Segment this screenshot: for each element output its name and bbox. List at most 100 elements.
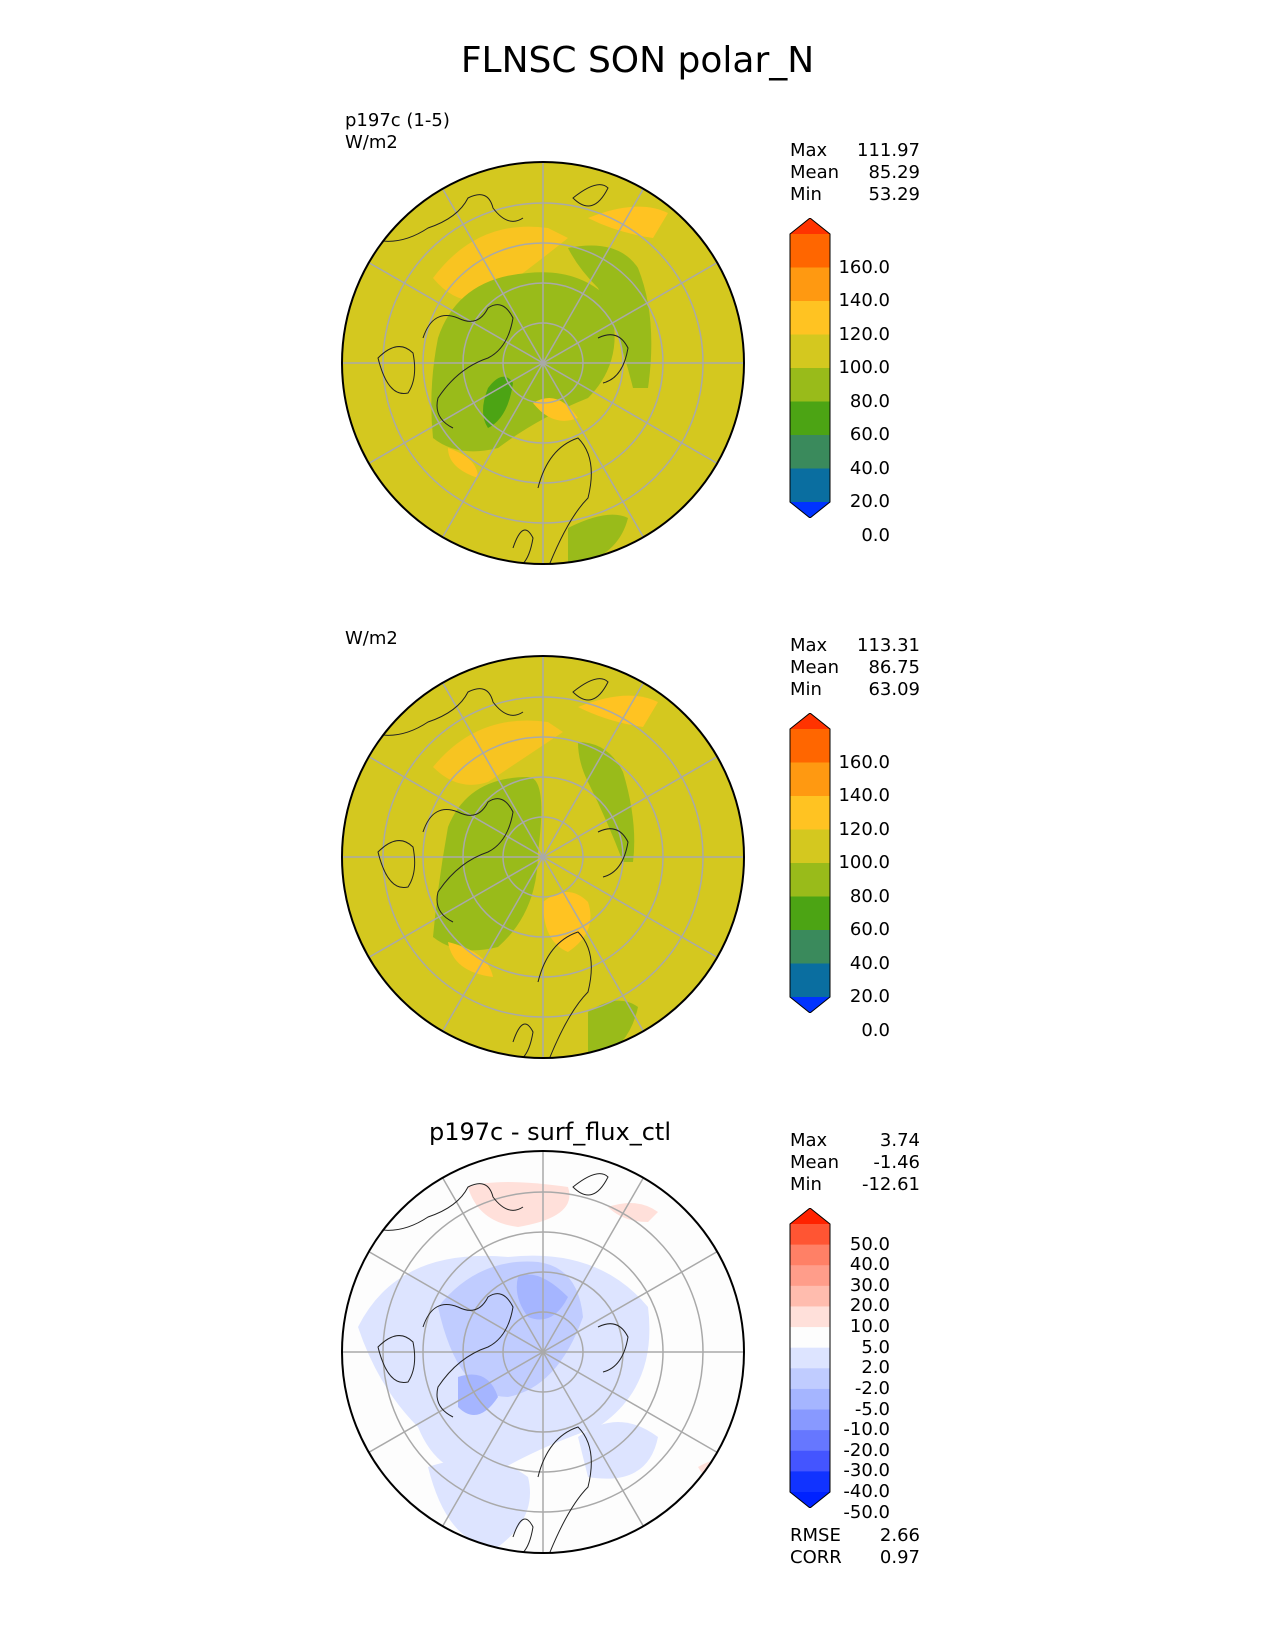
mean-value: -1.46 [873, 1152, 920, 1173]
colorbar-extend-max [790, 1208, 830, 1224]
colorbar-tick-label: 20.0 [849, 1295, 890, 1317]
metrics-box: RMSE 2.66 CORR 0.97 [790, 1525, 920, 1569]
colorbar-segment [790, 1306, 830, 1328]
colorbar-segment [790, 829, 830, 864]
corr-value: 0.97 [879, 1547, 920, 1568]
colorbar-tick-label: 40.0 [849, 1254, 890, 1276]
colorbar-tick-label: 120.0 [838, 323, 890, 345]
colorbar-tick-label: 80.0 [849, 885, 890, 907]
figure-title: FLNSC SON polar_N [460, 40, 815, 81]
colorbar-segment [790, 796, 830, 830]
colorbar-tick-label: -2.0 [854, 1377, 890, 1399]
panel-reference-label: W/m2 [345, 628, 398, 650]
colorbar-segment [790, 1327, 830, 1349]
colorbar-tick-label: 160.0 [838, 256, 890, 278]
colorbar-segment [790, 1388, 830, 1411]
colorbar-tick-label: 160.0 [838, 751, 890, 773]
colorbar-tick-label: -30.0 [843, 1460, 890, 1482]
colorbar-tick-label: 50.0 [849, 1233, 890, 1255]
colorbar-tick-label: 100.0 [838, 357, 890, 378]
stats-box: Max 113.31 Mean 86.75 Min 63.09 [790, 635, 920, 701]
colorbar-extend-max [790, 713, 830, 729]
colorbar-segment [790, 1430, 830, 1452]
colorbar-tick-labels: 160.0 140.0 120.0 100.0 80.0 60.0 40.0 20.0 0.0 [830, 713, 890, 1041]
colorbar-segment [790, 1368, 830, 1390]
min-value: 53.29 [868, 184, 920, 205]
colorbar-segment [790, 1471, 830, 1493]
map-boundary [341, 1150, 745, 1554]
colorbar-segment [790, 368, 830, 402]
colorbar-tick-label: 60.0 [849, 424, 890, 445]
colorbar-segment [790, 1224, 830, 1246]
min-label: Min [790, 184, 822, 205]
colorbar-tick-label: 30.0 [849, 1274, 890, 1296]
colorbar [789, 713, 831, 1013]
colorbar-tick-label: 10.0 [849, 1316, 890, 1338]
colorbar-tick-label: 40.0 [849, 457, 890, 479]
colorbar-extend-min [790, 502, 830, 518]
colorbar [789, 1208, 831, 1508]
colorbar-segment [790, 963, 830, 998]
colorbar-segment [790, 401, 830, 436]
polar-map-reference [341, 655, 745, 1059]
colorbar-segment [790, 301, 830, 335]
polar-map-difference [341, 1150, 745, 1554]
rmse-label: RMSE [790, 1525, 841, 1546]
colorbar-tick-label: 5.0 [861, 1336, 890, 1358]
mean-label: Mean [790, 657, 840, 678]
mean-value: 85.29 [868, 162, 920, 183]
units-label: W/m2 [345, 628, 398, 649]
corr-label: CORR [790, 1547, 842, 1568]
colorbar-tick-label: -40.0 [843, 1481, 890, 1502]
colorbar-segment [790, 435, 830, 469]
colorbar-tick-label: 40.0 [849, 952, 890, 974]
colorbar-tick-label: 140.0 [838, 785, 890, 806]
colorbar-outline [789, 218, 831, 518]
min-value: 63.09 [868, 679, 920, 700]
max-label: Max [790, 1130, 828, 1151]
case-name: p197c (1-5) [345, 110, 450, 131]
max-value: 113.31 [857, 635, 920, 656]
colorbar-outline [789, 1208, 831, 1508]
colorbar-tick-label: 0.0 [861, 524, 890, 546]
colorbar-tick-label: 100.0 [838, 852, 890, 873]
colorbar-segment [790, 1285, 830, 1307]
colorbar-tick-label: -20.0 [843, 1439, 890, 1461]
min-value: -12.61 [861, 1174, 920, 1195]
stats-box: Max 3.74 Mean -1.46 Min -12.61 [790, 1130, 920, 1196]
colorbar-segment [790, 930, 830, 964]
colorbar-tick-label: 120.0 [838, 818, 890, 840]
min-label: Min [790, 1174, 822, 1195]
colorbar-tick-label: 20.0 [849, 986, 890, 1007]
colorbar-segment [790, 234, 830, 268]
colorbar [789, 218, 831, 518]
polar-map-test [341, 161, 745, 565]
mean-value: 86.75 [868, 657, 920, 678]
map-boundary [341, 161, 745, 565]
colorbar-segment [790, 1244, 830, 1266]
max-value: 3.74 [879, 1130, 920, 1151]
mean-label: Mean [790, 1152, 840, 1173]
colorbar-segment [790, 896, 830, 931]
colorbar-segment [790, 1409, 830, 1431]
units-label: W/m2 [345, 132, 398, 153]
rmse-value: 2.66 [879, 1525, 920, 1546]
colorbar-extend-min [790, 997, 830, 1013]
colorbar-extend-max [790, 218, 830, 234]
difference-title: p197c - surf_flux_ctl [429, 1118, 671, 1146]
colorbar-segment [790, 468, 830, 503]
colorbar-extend-min [790, 1492, 830, 1508]
colorbar-tick-label: 2.0 [861, 1357, 890, 1379]
colorbar-tick-label: 0.0 [861, 1019, 890, 1041]
colorbar-segment [790, 1265, 830, 1287]
colorbar-outline [789, 713, 831, 1013]
colorbar-segment [790, 267, 830, 302]
mean-label: Mean [790, 162, 840, 183]
colorbar-segment [790, 762, 830, 797]
stats-box: Max 111.97 Mean 85.29 Min 53.29 [790, 140, 920, 206]
colorbar-tick-label: -5.0 [854, 1398, 890, 1420]
colorbar-segment [790, 1347, 830, 1369]
colorbar-tick-label: -50.0 [843, 1501, 890, 1523]
colorbar-tick-label: 80.0 [849, 390, 890, 412]
colorbar-segment [790, 863, 830, 897]
